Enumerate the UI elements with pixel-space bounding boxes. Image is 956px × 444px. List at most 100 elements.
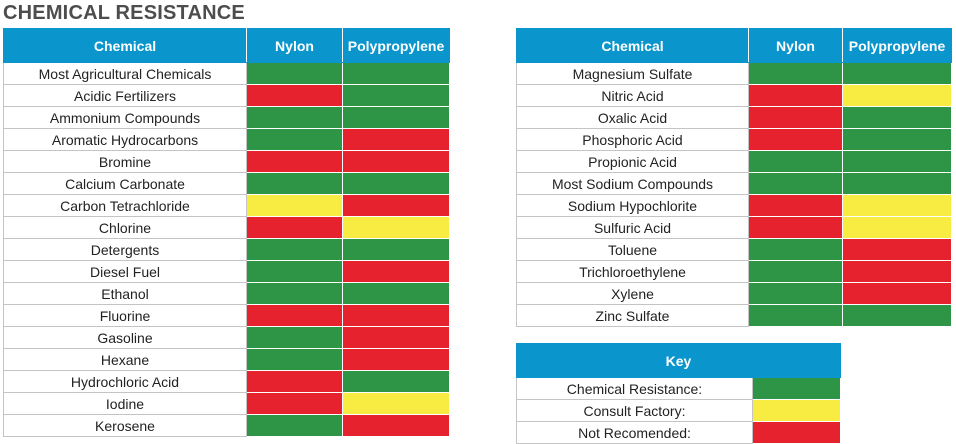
table-row: Fluorine	[3, 304, 450, 327]
table-row: Most Agricultural Chemicals	[3, 62, 450, 85]
table-row: Calcium Carbonate	[3, 172, 450, 195]
page-title: CHEMICAL RESISTANCE	[3, 2, 245, 24]
nylon-rating-cell	[246, 150, 343, 173]
nylon-rating-cell	[748, 194, 843, 217]
polypropylene-rating-cell	[842, 216, 952, 239]
header-chemical: Chemical	[516, 28, 749, 63]
polypropylene-rating-cell	[342, 238, 450, 261]
chemical-name: Sodium Hypochlorite	[516, 194, 749, 217]
table-row: Carbon Tetrachloride	[3, 194, 450, 217]
table-row: Aromatic Hydrocarbons	[3, 128, 450, 151]
polypropylene-rating-cell	[342, 260, 450, 283]
table-row: Xylene	[516, 282, 952, 305]
polypropylene-rating-cell	[842, 260, 952, 283]
polypropylene-rating-cell	[342, 62, 450, 85]
table-row: Trichloroethylene	[516, 260, 952, 283]
nylon-rating-cell	[246, 326, 343, 349]
table-row: Sodium Hypochlorite	[516, 194, 952, 217]
table-row: Sulfuric Acid	[516, 216, 952, 239]
chemical-name: Zinc Sulfate	[516, 304, 749, 327]
chemical-name: Hydrochloric Acid	[3, 370, 247, 393]
chemical-name: Magnesium Sulfate	[516, 62, 749, 85]
key-swatch	[752, 421, 841, 444]
chemical-name: Oxalic Acid	[516, 106, 749, 129]
chemical-name: Hexane	[3, 348, 247, 371]
nylon-rating-cell	[246, 238, 343, 261]
key-table: Key Chemical Resistance: Consult Factory:…	[516, 343, 841, 444]
chemical-name: Kerosene	[3, 414, 247, 437]
key-row: Consult Factory:	[516, 399, 841, 422]
polypropylene-rating-cell	[342, 304, 450, 327]
nylon-rating-cell	[748, 62, 843, 85]
nylon-rating-cell	[246, 128, 343, 151]
polypropylene-rating-cell	[842, 62, 952, 85]
polypropylene-rating-cell	[842, 150, 952, 173]
nylon-rating-cell	[748, 172, 843, 195]
header-polypropylene: Polypropylene	[342, 28, 450, 63]
key-swatch	[752, 377, 841, 400]
table-row: Bromine	[3, 150, 450, 173]
table-header-row: Chemical Nylon Polypropylene	[516, 28, 952, 63]
table-row: Phosphoric Acid	[516, 128, 952, 151]
table-row: Gasoline	[3, 326, 450, 349]
table-row: Oxalic Acid	[516, 106, 952, 129]
key-row: Chemical Resistance:	[516, 377, 841, 400]
polypropylene-rating-cell	[342, 282, 450, 305]
nylon-rating-cell	[246, 172, 343, 195]
table-row: Kerosene	[3, 414, 450, 437]
polypropylene-rating-cell	[342, 348, 450, 371]
key-title: Key	[516, 343, 841, 378]
nylon-rating-cell	[246, 282, 343, 305]
nylon-rating-cell	[246, 304, 343, 327]
polypropylene-rating-cell	[342, 172, 450, 195]
header-polypropylene: Polypropylene	[842, 28, 952, 63]
polypropylene-rating-cell	[342, 106, 450, 129]
chemical-name: Diesel Fuel	[3, 260, 247, 283]
table-row: Chlorine	[3, 216, 450, 239]
chemical-name: Toluene	[516, 238, 749, 261]
polypropylene-rating-cell	[342, 150, 450, 173]
nylon-rating-cell	[246, 106, 343, 129]
polypropylene-rating-cell	[842, 282, 952, 305]
chemical-name: Propionic Acid	[516, 150, 749, 173]
nylon-rating-cell	[246, 194, 343, 217]
polypropylene-rating-cell	[342, 414, 450, 437]
polypropylene-rating-cell	[342, 194, 450, 217]
nylon-rating-cell	[246, 62, 343, 85]
nylon-rating-cell	[748, 216, 843, 239]
nylon-rating-cell	[246, 84, 343, 107]
chemical-name: Trichloroethylene	[516, 260, 749, 283]
table-row: Nitric Acid	[516, 84, 952, 107]
nylon-rating-cell	[748, 282, 843, 305]
table-row: Toluene	[516, 238, 952, 261]
key-swatch	[752, 399, 841, 422]
chemical-name: Chlorine	[3, 216, 247, 239]
chemical-name: Bromine	[3, 150, 247, 173]
polypropylene-rating-cell	[342, 84, 450, 107]
table-header-row: Chemical Nylon Polypropylene	[3, 28, 450, 63]
header-nylon: Nylon	[246, 28, 343, 63]
key-label: Chemical Resistance:	[516, 377, 753, 400]
chemical-name: Sulfuric Acid	[516, 216, 749, 239]
nylon-rating-cell	[748, 260, 843, 283]
table-row: Detergents	[3, 238, 450, 261]
table-row: Ammonium Compounds	[3, 106, 450, 129]
chemical-name: Most Agricultural Chemicals	[3, 62, 247, 85]
polypropylene-rating-cell	[342, 128, 450, 151]
chemical-name: Acidic Fertilizers	[3, 84, 247, 107]
nylon-rating-cell	[748, 84, 843, 107]
chemical-name: Iodine	[3, 392, 247, 415]
chemical-name: Carbon Tetrachloride	[3, 194, 247, 217]
nylon-rating-cell	[246, 260, 343, 283]
polypropylene-rating-cell	[842, 172, 952, 195]
header-nylon: Nylon	[748, 28, 843, 63]
chemical-name: Phosphoric Acid	[516, 128, 749, 151]
polypropylene-rating-cell	[842, 194, 952, 217]
polypropylene-rating-cell	[342, 392, 450, 415]
chemical-name: Gasoline	[3, 326, 247, 349]
polypropylene-rating-cell	[342, 370, 450, 393]
chemical-name: Fluorine	[3, 304, 247, 327]
chemical-table-left: Chemical Nylon Polypropylene Most Agricu…	[3, 28, 450, 437]
nylon-rating-cell	[246, 216, 343, 239]
polypropylene-rating-cell	[842, 128, 952, 151]
